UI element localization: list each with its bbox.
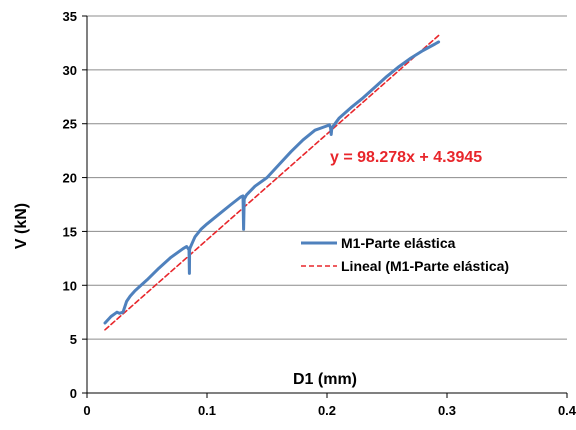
axes <box>82 15 568 398</box>
x-tick-labels: 0 0.1 0.2 0.3 0.4 <box>83 403 576 418</box>
gridlines <box>87 15 567 340</box>
x-tick-label: 0.4 <box>558 403 576 418</box>
y-tick-label: 20 <box>63 171 77 186</box>
x-tick-label: 0.3 <box>438 403 456 418</box>
x-tick-label: 0.1 <box>198 403 216 418</box>
x-tick-label: 0 <box>83 403 90 418</box>
y-tick-label: 5 <box>70 332 77 347</box>
y-tick-label: 30 <box>63 63 77 78</box>
y-tick-label: 35 <box>63 9 77 24</box>
y-tick-label: 10 <box>63 278 77 293</box>
x-tick-label: 0.2 <box>318 403 336 418</box>
legend-label-series: M1-Parte elástica <box>341 235 456 251</box>
y-axis-title: V (kN) <box>13 203 30 249</box>
y-tick-labels: 0 5 10 15 20 25 30 35 <box>63 9 77 401</box>
legend-label-trendline: Lineal (M1-Parte elástica) <box>341 258 509 274</box>
trendline-equation: y = 98.278x + 4.3945 <box>330 149 482 166</box>
y-tick-label: 15 <box>63 224 77 239</box>
y-tick-label: 25 <box>63 117 77 132</box>
series-line-trendline <box>104 34 440 331</box>
x-axis-title: D1 (mm) <box>293 371 357 388</box>
plot-series <box>103 34 441 331</box>
series-line-measured <box>103 40 441 325</box>
legend: M1-Parte elástica Lineal (M1-Parte elást… <box>301 235 509 274</box>
y-tick-label: 0 <box>70 386 77 401</box>
